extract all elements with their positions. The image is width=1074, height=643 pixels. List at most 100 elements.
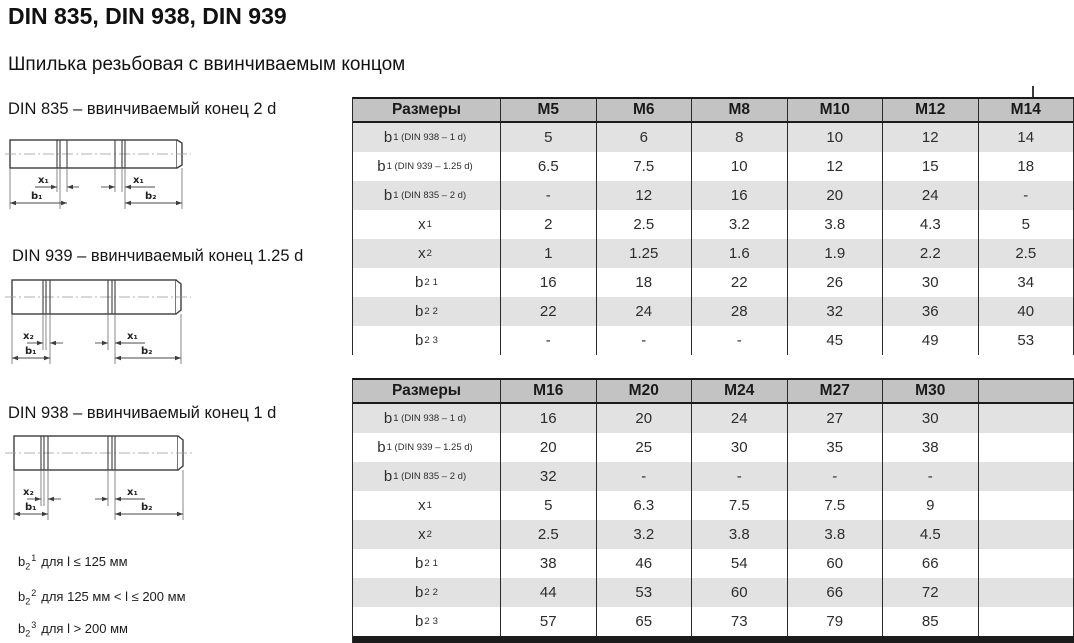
cell: 65 [597, 607, 692, 636]
drawing-caption-din938: DIN 938 – ввинчиваемый конец 1 d [8, 404, 277, 422]
cell: 44 [501, 578, 597, 607]
cell: 72 [883, 578, 979, 607]
cell: 60 [692, 578, 788, 607]
cell: 1 [501, 239, 597, 268]
col-header: M8 [692, 99, 788, 121]
cell: 18 [597, 268, 692, 297]
cell: 66 [788, 578, 883, 607]
dim-label-x-left: x₂ [23, 331, 34, 342]
cell: 12 [788, 152, 883, 181]
cell [979, 433, 1074, 462]
cell: 2.5 [979, 239, 1074, 268]
drawing-caption-din835: DIN 835 – ввинчиваемый конец 2 d [8, 100, 277, 118]
cell: 20 [501, 433, 597, 462]
cell: 15 [883, 152, 979, 181]
cell: 30 [692, 433, 788, 462]
cell: 27 [788, 404, 883, 433]
stud-drawing-din938: x₂ x₁ b₁ b₂ [5, 435, 193, 520]
dim-label-b2: b₂ [141, 346, 153, 357]
cell: 2.2 [883, 239, 979, 268]
cell: - [883, 462, 979, 491]
cell: 25 [597, 433, 692, 462]
cell: 35 [788, 433, 883, 462]
dim-label-b2: b₂ [145, 191, 157, 202]
cell: 2.5 [501, 520, 597, 549]
cell: 30 [883, 404, 979, 433]
cell: 7.5 [597, 152, 692, 181]
cell: - [597, 326, 692, 355]
dim-label-b1: b₁ [25, 502, 37, 513]
cell: 5 [979, 210, 1074, 239]
cell [979, 607, 1074, 636]
cell: 38 [501, 549, 597, 578]
cell: 4.3 [883, 210, 979, 239]
cell: 32 [501, 462, 597, 491]
cell: 4.5 [883, 520, 979, 549]
cell: 24 [597, 297, 692, 326]
cell: 12 [597, 181, 692, 210]
cell: 60 [788, 549, 883, 578]
cell: 2.5 [597, 210, 692, 239]
col-header-sizes: Размеры [353, 99, 501, 121]
cell [979, 491, 1074, 520]
cell: - [692, 326, 788, 355]
cell: 28 [692, 297, 788, 326]
table-header-row: Размеры M16 M20 M24 M27 M30 [353, 378, 1074, 404]
dim-label-b1: b₁ [25, 346, 37, 357]
col-header: M5 [501, 99, 597, 121]
cell: 45 [788, 326, 883, 355]
cell: 40 [979, 297, 1074, 326]
cell: 1.6 [692, 239, 788, 268]
col-header [979, 380, 1074, 402]
col-header: M6 [597, 99, 692, 121]
stud-drawing-din835: x₁ x₁ b₁ b₂ [5, 139, 191, 209]
cell: 73 [692, 607, 788, 636]
cell: 32 [788, 297, 883, 326]
cell: 6 [597, 123, 692, 152]
cell: 18 [979, 152, 1074, 181]
cell: 3.8 [692, 520, 788, 549]
cell: 24 [692, 404, 788, 433]
cell: 8 [692, 123, 788, 152]
cell: 10 [788, 123, 883, 152]
cell: 7.5 [692, 491, 788, 520]
cell [979, 520, 1074, 549]
cell: 5 [501, 491, 597, 520]
cell: - [979, 181, 1074, 210]
cell [979, 404, 1074, 433]
dim-label-x-right: x₁ [127, 331, 138, 342]
cell: - [501, 181, 597, 210]
cell: 7.5 [788, 491, 883, 520]
cell: 16 [501, 268, 597, 297]
drawing-caption-din939: DIN 939 – ввинчиваемый конец 1.25 d [12, 247, 304, 265]
col-header: M14 [979, 99, 1074, 121]
col-header: M16 [501, 380, 597, 402]
dim-label-x-left: x₁ [38, 175, 49, 186]
cell: 14 [979, 123, 1074, 152]
col-header: M27 [788, 380, 883, 402]
col-header: M10 [788, 99, 883, 121]
cell: 1.9 [788, 239, 883, 268]
cell: 3.8 [788, 210, 883, 239]
cell: 16 [692, 181, 788, 210]
